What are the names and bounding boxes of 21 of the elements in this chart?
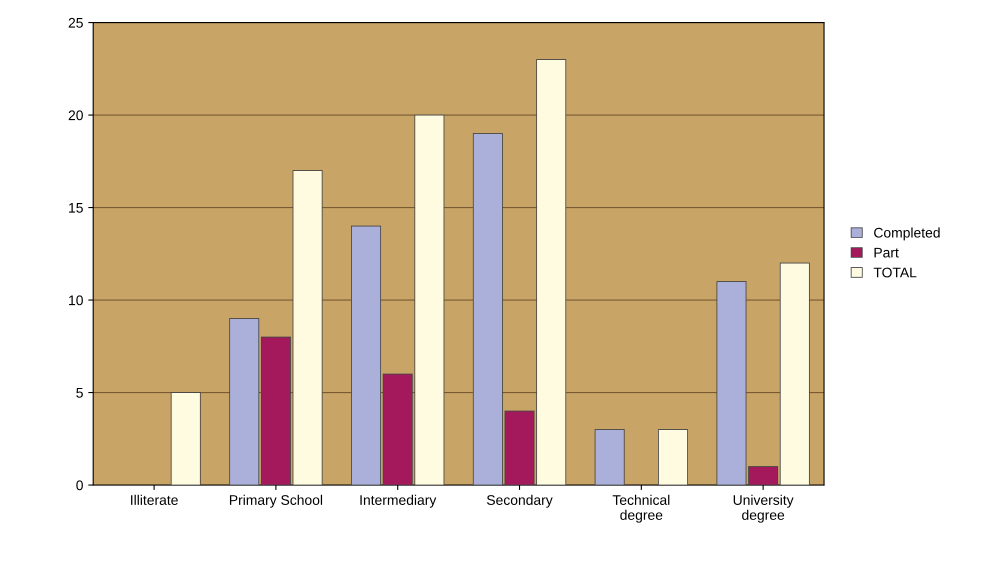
x-tick-label: Technical degree xyxy=(612,494,670,523)
x-tick-label: Primary School xyxy=(230,494,322,508)
y-tick-label: 10 xyxy=(69,295,83,306)
x-tick-label: Illiterate xyxy=(131,494,178,505)
legend-label: Part xyxy=(874,248,899,258)
legend-label: TOTAL xyxy=(874,268,916,278)
y-tick-label: 15 xyxy=(69,203,83,213)
bar xyxy=(170,392,201,486)
x-tick-label: Intermediary xyxy=(360,494,436,508)
legend-label: Completed xyxy=(874,227,940,240)
y-tick-label: 5 xyxy=(76,388,83,398)
bar xyxy=(594,429,625,486)
y-tick-label: 25 xyxy=(68,18,83,28)
bar xyxy=(229,318,260,486)
bar xyxy=(658,429,688,486)
y-tick-label: 20 xyxy=(68,110,83,120)
bar xyxy=(414,114,444,486)
y-tick-label: 0 xyxy=(76,480,83,490)
x-tick-label: Secondary xyxy=(486,494,553,508)
x-tick-label: University degree xyxy=(734,494,794,523)
bar xyxy=(780,262,810,486)
